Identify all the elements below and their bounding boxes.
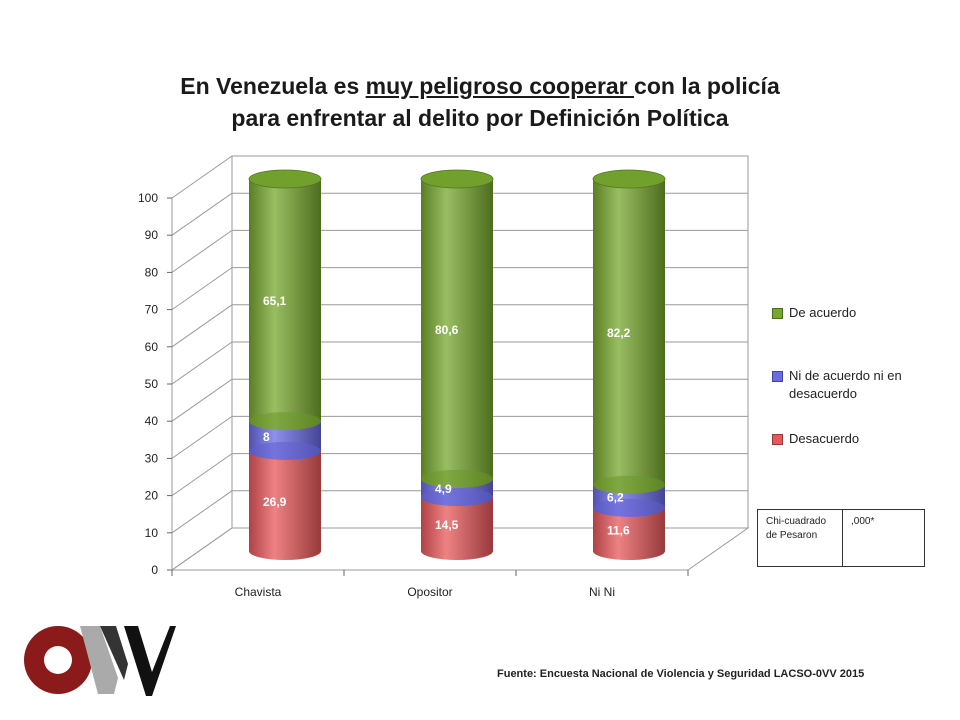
logo-v-stroke (100, 626, 128, 680)
data-label-ni-ni-desacuerdo: 11,6 (607, 523, 630, 537)
legend-label-de-acuerdo: De acuerdo (789, 305, 857, 320)
gridline-side (171, 192, 233, 236)
y-axis: 0 10 20 30 40 50 60 70 80 90 100 (138, 191, 172, 577)
chi-square-value: ,000* (851, 516, 875, 527)
data-label-opositor-de-acuerdo: 80,6 (435, 323, 459, 337)
title-text-underlined: muy peligroso cooperar (365, 73, 635, 99)
data-label-ni-ni-ni-de-acuerdo-ni-en-desacuerdo: 6,2 (607, 490, 624, 504)
gridline-side (171, 378, 233, 422)
title-text-pre: En Venezuela es (180, 73, 366, 99)
legend-swatch-ni-de-acuerdo (772, 371, 783, 382)
bar-seam-opositor-1 (421, 469, 493, 488)
data-label-chavista-de-acuerdo: 65,1 (263, 294, 287, 308)
logo-o-hole (44, 646, 72, 674)
chart-title-line1: En Venezuela es muy peligroso cooperar c… (80, 70, 880, 102)
data-label-chavista-ni-de-acuerdo-ni-en-desacuerdo: 8 (263, 430, 270, 444)
y-tick-label: 30 (145, 451, 159, 465)
gridline-side (171, 341, 233, 385)
bar-seam-ni-ni-1 (593, 475, 665, 494)
chi-square-box: Chi-cuadrado de Pesaron ,000* (757, 509, 925, 567)
bar-seam-ni-ni-0 (593, 498, 665, 517)
bar-opositor-desacuerdo (421, 497, 493, 560)
gridline-side (171, 415, 233, 459)
ovv-logo (24, 626, 176, 696)
bar-opositor-de-acuerdo (421, 179, 493, 488)
y-tick-label: 70 (145, 303, 159, 317)
x-tick-label: Ni Ni (589, 585, 615, 599)
bar-seam-opositor-0 (421, 488, 493, 507)
y-tick-label: 100 (138, 191, 158, 205)
bar-chavista-desacuerdo (249, 450, 321, 560)
chart-bars (248, 169, 666, 560)
legend-item-ni-de-acuerdo: Ni de acuerdo ni en desacuerdo (772, 367, 919, 403)
chart-title: En Venezuela es muy peligroso cooperar c… (80, 70, 880, 134)
bar-ni-ni-desacuerdo (593, 507, 665, 560)
chi-square-label: Chi-cuadrado de Pesaron (758, 510, 843, 566)
data-label-opositor-ni-de-acuerdo-ni-en-desacuerdo: 4,9 (435, 482, 452, 496)
title-text-post: con la policía (634, 73, 780, 99)
legend-item-desacuerdo: Desacuerdo (772, 430, 919, 448)
data-label-chavista-desacuerdo: 26,9 (263, 495, 287, 509)
source-note: Fuente: Encuesta Nacional de Violencia y… (497, 668, 865, 680)
bar-ni-ni-de-acuerdo (593, 179, 665, 494)
y-tick-label: 50 (145, 377, 159, 391)
bar-top-cap-chavista (248, 169, 322, 189)
bar-chavista-de-acuerdo (249, 179, 321, 431)
legend-swatch-desacuerdo (772, 434, 783, 445)
y-tick-label: 0 (151, 563, 158, 577)
legend-swatch-de-acuerdo (772, 308, 783, 319)
data-label-ni-ni-de-acuerdo: 82,2 (607, 326, 631, 340)
gridline-side (171, 155, 233, 199)
legend-label-ni-de-acuerdo: Ni de acuerdo ni en desacuerdo (789, 368, 902, 401)
x-axis: Chavista Opositor Ni Ni (171, 570, 689, 599)
gridline-side (171, 229, 233, 273)
gridline-side (171, 527, 233, 571)
gridline-side (171, 490, 233, 534)
bar-top-cap-ni-ni (592, 169, 666, 189)
gridline-side (171, 304, 233, 348)
bar-seam-chavista-1 (249, 412, 321, 431)
legend-label-desacuerdo: Desacuerdo (789, 431, 860, 446)
y-tick-label: 20 (145, 489, 159, 503)
x-tick-label: Opositor (407, 585, 452, 599)
legend-item-de-acuerdo: De acuerdo (772, 304, 919, 322)
chart-title-line2: para enfrentar al delito por Definición … (231, 105, 729, 131)
y-tick-label: 90 (145, 228, 159, 242)
data-labels: 26,9 8 65,1 14,5 4,9 80,6 11,6 6,2 82,2 (263, 294, 631, 537)
x-tick-label: Chavista (235, 585, 282, 599)
gridline-side (171, 453, 233, 497)
y-tick-label: 60 (145, 340, 159, 354)
gridline-side (171, 267, 233, 311)
logo-w-black (124, 626, 176, 696)
y-tick-label: 10 (145, 526, 159, 540)
y-tick-label: 80 (145, 265, 159, 279)
bar-seam-chavista-0 (249, 441, 321, 460)
bar-top-cap-opositor (420, 169, 494, 189)
data-label-opositor-desacuerdo: 14,5 (435, 518, 459, 532)
y-tick-label: 40 (145, 414, 159, 428)
logo-v-gray (80, 626, 118, 694)
